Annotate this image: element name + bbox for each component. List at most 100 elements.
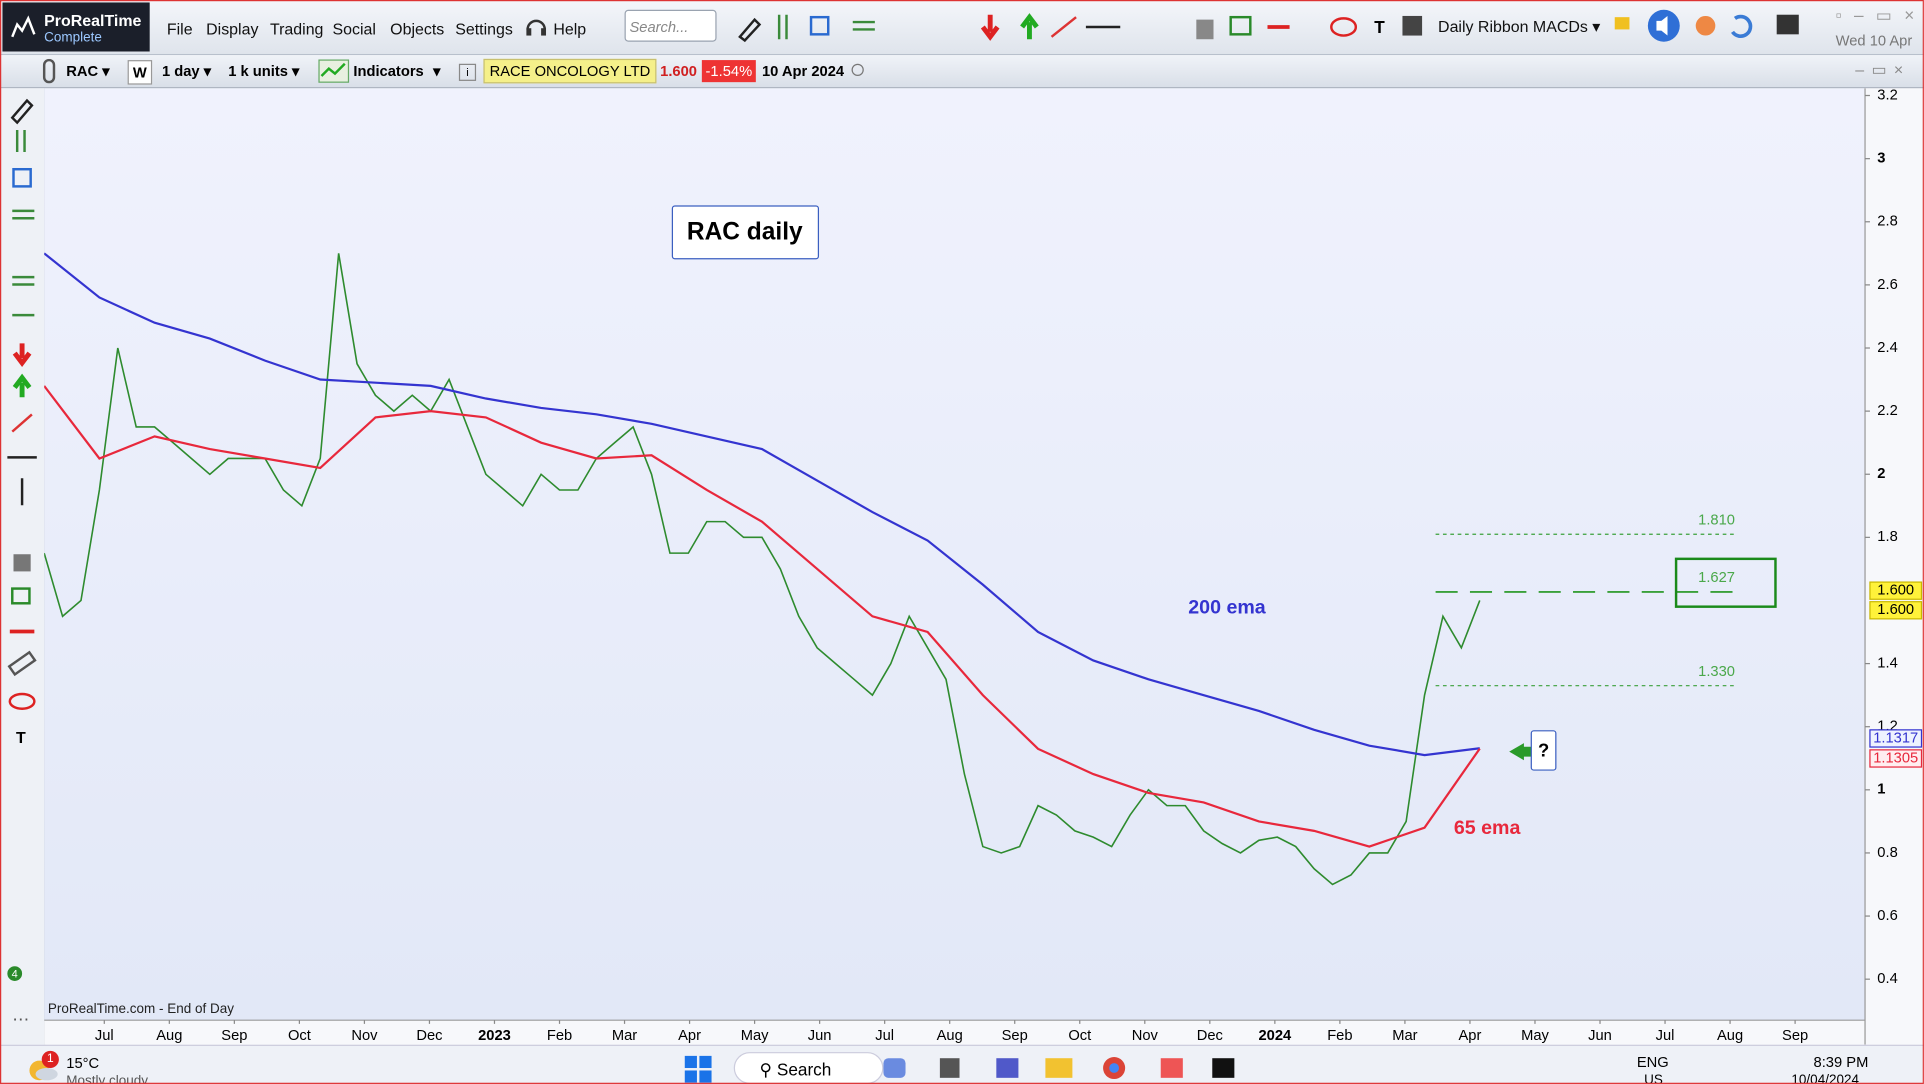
x-tick-label: Aug [1717, 1028, 1743, 1044]
x-tick-label: Feb [547, 1028, 572, 1044]
sidebar-badge: 4 [7, 966, 23, 981]
price-marker [1869, 581, 1923, 600]
indicators-button[interactable]: Indicators [353, 62, 424, 80]
indicators-menu[interactable]: ▾ [433, 62, 441, 80]
language: ENG [1636, 1053, 1669, 1071]
menu-item[interactable]: Social [332, 19, 376, 39]
menu-item[interactable]: Help [553, 19, 587, 39]
x-tick-label: Jun [808, 1028, 832, 1044]
ticker: RAC [66, 62, 99, 80]
svg-text:T: T [16, 730, 26, 747]
y-tick-label: 1 [1877, 782, 1885, 798]
y-tick-label: 3 [1877, 151, 1885, 167]
menu-item[interactable]: Settings [455, 19, 513, 39]
units-selector[interactable]: 1 k units ▾ [228, 62, 300, 80]
last-price: 1.600 [660, 62, 697, 80]
temperature: 15°C [66, 1054, 100, 1072]
chart-window-controls[interactable]: –▭× [1855, 60, 1911, 79]
layout-selector[interactable]: Daily Ribbon MACDs ▾ [1438, 17, 1601, 36]
weather: Mostly cloudy [66, 1074, 149, 1084]
plot-background [44, 88, 1866, 1021]
search-text: Search [776, 1059, 832, 1080]
status-dot [851, 63, 864, 77]
menu-item[interactable]: Objects [390, 19, 445, 39]
axis-background [1865, 88, 1924, 1045]
x-tick-label: Apr [678, 1028, 701, 1044]
x-tick-label: Nov [351, 1028, 378, 1044]
units: 1 k units [228, 62, 288, 80]
y-tick-label: 0.4 [1877, 971, 1897, 987]
x-axis-background [44, 1020, 1866, 1045]
annotation-box [1530, 730, 1557, 771]
level-label: 1.627 [1698, 570, 1735, 586]
taskbar: 1 15°C Mostly cloudy ⚲ Search ENG US 8:3… [0, 1044, 1924, 1084]
period: 1 day [161, 62, 200, 80]
taskbar-search[interactable]: ⚲ Search [733, 1052, 884, 1084]
start-button[interactable] [684, 1055, 712, 1083]
price-marker-label: 1.600 [1877, 602, 1914, 618]
ticker-selector[interactable]: RAC ▾ [66, 62, 110, 80]
link-icon [42, 58, 56, 84]
x-tick-label: Sep [1002, 1028, 1028, 1044]
svg-text:T: T [1374, 17, 1385, 37]
x-tick-label: May [741, 1028, 769, 1044]
menu-bar: ProRealTime Complete File Display Tradin… [0, 0, 1924, 56]
clock-time: 8:39 PM [1813, 1053, 1869, 1071]
y-tick-label: 2 [1877, 466, 1885, 482]
layout-name: Daily Ribbon MACDs [1438, 17, 1588, 36]
drawing-toolbar [738, 13, 1121, 43]
level-label: 1.810 [1698, 512, 1735, 528]
chart-title: RAC daily [687, 218, 803, 245]
x-tick-label: Feb [1327, 1028, 1352, 1044]
x-tick-label: Sep [1782, 1028, 1808, 1044]
chart-footer: ProRealTime.com - End of Day [48, 1001, 234, 1016]
price-marker-label: 1.1305 [1873, 750, 1918, 766]
info-icon[interactable]: i [458, 63, 477, 81]
x-tick-label: Nov [1132, 1028, 1159, 1044]
title-box [671, 205, 820, 260]
price-line [44, 253, 1481, 886]
x-tick-label: Jun [1588, 1028, 1612, 1044]
window-controls[interactable]: ▫–▭× [1835, 4, 1924, 25]
y-tick-label: 0.8 [1877, 845, 1897, 861]
x-tick-label: Sep [221, 1028, 247, 1044]
logo-icon [11, 15, 36, 38]
x-tick-label: Dec [416, 1028, 442, 1044]
x-tick-label: 2024 [1258, 1028, 1292, 1044]
menu-item[interactable]: Display [206, 19, 259, 39]
price-marker-label: 1.1317 [1873, 730, 1918, 746]
x-tick-label: Oct [288, 1028, 311, 1044]
y-tick-label: 0.6 [1877, 908, 1897, 924]
price-marker [1869, 601, 1923, 620]
annotation: ? [1538, 740, 1549, 761]
region: US [1644, 1072, 1663, 1084]
y-tick-label: 1.8 [1877, 529, 1897, 545]
menu-item[interactable]: File [166, 19, 193, 39]
y-tick-label: 1.4 [1877, 655, 1897, 671]
x-tick-label: Dec [1197, 1028, 1223, 1044]
price-marker [1869, 749, 1923, 768]
x-tick-label: Oct [1068, 1028, 1091, 1044]
x-tick-label: Jul [95, 1028, 114, 1044]
taskbar-apps [883, 1056, 1235, 1080]
svg-text:⋯: ⋯ [12, 1009, 29, 1029]
x-tick-label: 2023 [478, 1028, 511, 1044]
menu-item[interactable]: Trading [269, 19, 324, 39]
indicators-icon [318, 59, 350, 83]
search-box[interactable]: Search... [624, 9, 717, 42]
instrument-bar: RAC ▾ W 1 day ▾ 1 k units ▾ Indicators ▾… [0, 55, 1924, 89]
x-tick-label: Jul [875, 1028, 894, 1044]
ema-line [44, 252, 1480, 757]
x-tick-label: Mar [1392, 1028, 1417, 1044]
week-button[interactable]: W [127, 60, 153, 85]
period-selector[interactable]: 1 day ▾ [161, 62, 212, 80]
notification-badge: 1 [41, 1050, 59, 1069]
x-tick-label: Jul [1656, 1028, 1675, 1044]
logo[interactable]: ProRealTime Complete [2, 2, 150, 52]
series-label: 200 ema [1188, 596, 1267, 618]
chart: RAC daily ProRealTime.com - End of Day ?… [44, 88, 1924, 1045]
y-tick-label: 2.4 [1877, 340, 1897, 356]
edition: Complete [44, 30, 102, 46]
